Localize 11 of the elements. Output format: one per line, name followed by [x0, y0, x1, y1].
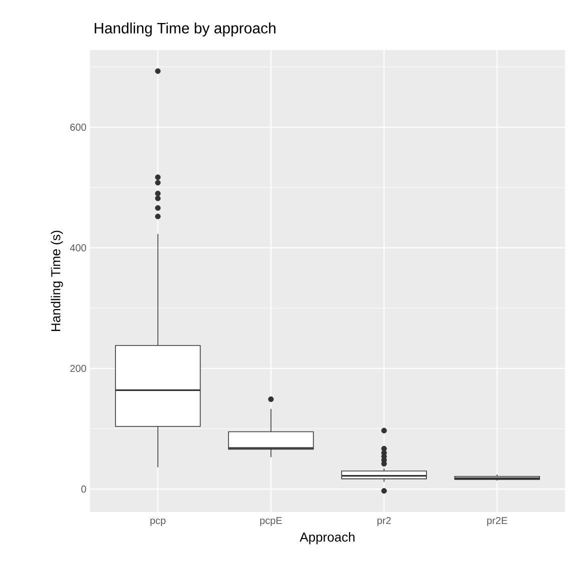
y-tick-label: 200 — [70, 364, 86, 372]
chart-title: Handling Time by approach — [94, 22, 276, 36]
x-tick-label: pcp — [150, 518, 166, 526]
y-tick-label: 600 — [70, 124, 86, 131]
y-tick-label: 400 — [70, 244, 86, 252]
y-axis-title: Handling Time (s) — [50, 230, 63, 331]
x-tick-label: pcpE — [260, 517, 282, 526]
x-axis-title: Approach — [300, 532, 354, 544]
x-tick-label: pr2 — [377, 516, 391, 526]
x-tick-label: pr2E — [487, 516, 508, 526]
y-tick-label: 0 — [81, 486, 86, 493]
